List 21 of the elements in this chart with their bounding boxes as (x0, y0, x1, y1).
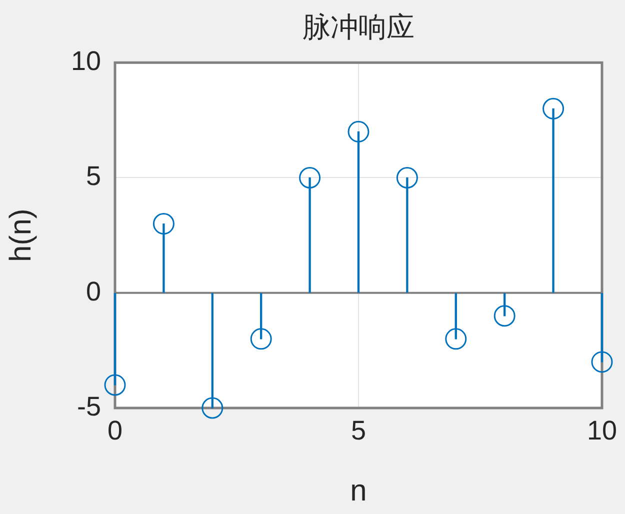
point (202, 397, 224, 419)
y-tick-label: 10 (70, 46, 101, 76)
y-axis-title: h(n) (4, 208, 38, 262)
point (348, 120, 370, 142)
y-tick-label: 5 (86, 161, 101, 192)
y-tick-label: -5 (76, 391, 101, 422)
point (396, 166, 418, 188)
point (299, 166, 321, 188)
point (152, 213, 174, 235)
chart-title: 脉冲响应 (302, 12, 414, 43)
point (445, 328, 467, 350)
x-tick-label: 10 (586, 416, 618, 446)
y-tick-label: 0 (86, 276, 101, 306)
point (494, 305, 516, 327)
point (542, 98, 564, 120)
x-tick-label: 5 (350, 416, 366, 446)
point (104, 374, 126, 396)
point (250, 328, 272, 350)
x-tick-label: 0 (107, 416, 123, 446)
x-axis-title: n (350, 474, 367, 508)
point (591, 351, 613, 373)
